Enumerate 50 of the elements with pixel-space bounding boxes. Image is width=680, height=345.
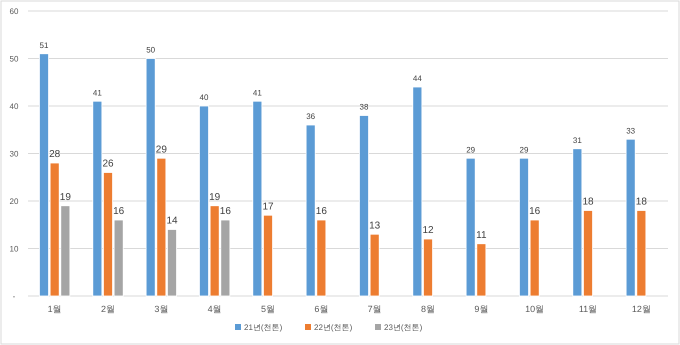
- x-tick-label: 12월: [632, 304, 651, 314]
- data-label: 16: [316, 206, 328, 217]
- data-label: 50: [146, 46, 156, 54]
- data-label: 41: [252, 88, 262, 98]
- data-label: 33: [626, 126, 636, 136]
- data-label: 16: [113, 206, 125, 217]
- data-label: 41: [92, 88, 102, 98]
- x-tick-label: 6월: [314, 304, 328, 314]
- x-tick-label: 4월: [208, 304, 222, 314]
- data-label: 29: [466, 145, 476, 154]
- data-label: 51: [40, 40, 49, 50]
- data-label: 31: [572, 136, 582, 145]
- data-label: 13: [369, 220, 381, 232]
- data-label: 29: [520, 145, 529, 154]
- y-tick-label: 30: [10, 150, 19, 158]
- x-tick-label: 10월: [525, 304, 544, 314]
- data-label: 19: [60, 192, 72, 203]
- data-label: 16: [529, 206, 541, 217]
- x-tick-label: 8월: [420, 304, 436, 314]
- x-tick-label: 2월: [100, 304, 116, 314]
- data-label: 16: [220, 206, 232, 217]
- x-tick-label: 11월: [578, 304, 598, 314]
- data-label: 19: [209, 192, 221, 203]
- data-label: 36: [306, 112, 316, 121]
- y-tick-label: 50: [10, 54, 19, 64]
- data-label: 18: [582, 196, 594, 208]
- x-tick-label: 3월: [154, 304, 168, 314]
- x-tick-label: 7월: [368, 304, 382, 314]
- data-label: 26: [102, 158, 114, 170]
- data-label: 40: [200, 93, 209, 102]
- y-tick-label: 60: [10, 7, 19, 16]
- y-tick-label: 20: [10, 197, 19, 206]
- data-label: 28: [49, 149, 61, 160]
- x-tick-label: 9월: [474, 304, 488, 314]
- data-label: 14: [166, 216, 178, 226]
- y-tick-label: -: [12, 292, 16, 301]
- data-label: 38: [360, 102, 369, 112]
- data-label: 44: [412, 74, 422, 83]
- legend-label: 21년(천톤): [244, 323, 283, 332]
- x-tick-label: 1월: [48, 304, 62, 314]
- y-tick-label: 10: [10, 244, 19, 254]
- data-label: 11: [476, 230, 487, 241]
- data-label: 12: [422, 225, 434, 236]
- data-label: 29: [156, 144, 168, 156]
- x-tick-label: 5월: [260, 304, 276, 314]
- y-tick-label: 40: [10, 102, 19, 111]
- data-label: 17: [262, 201, 274, 212]
- data-label: 18: [636, 196, 648, 208]
- legend-label: 22년(천톤): [314, 323, 353, 332]
- legend-label: 23년(천톤): [384, 323, 423, 332]
